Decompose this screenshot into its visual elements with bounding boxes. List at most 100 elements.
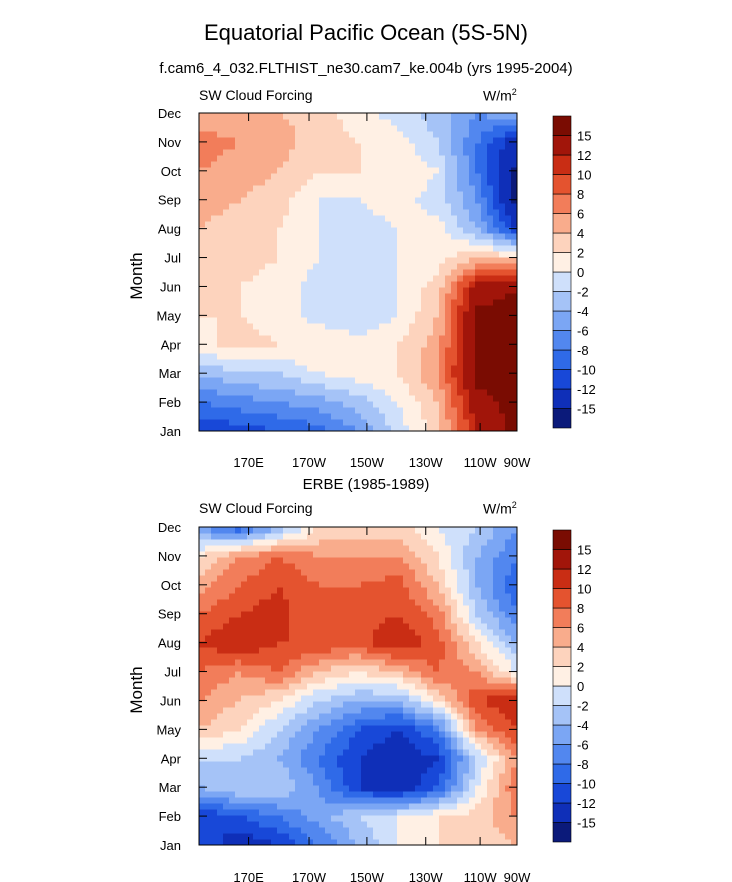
heatmap-cell [427,287,434,294]
heatmap-cell [289,131,296,138]
heatmap-cell [427,665,434,672]
heatmap-cell [505,743,512,750]
heatmap-cell [271,833,278,840]
heatmap-cell [253,209,260,216]
heatmap-cell [385,149,392,156]
heatmap-cell [505,215,512,222]
heatmap-cell [421,647,428,654]
heatmap-cell [337,299,344,306]
heatmap-cell [205,341,212,348]
heatmap-cell [385,113,392,120]
heatmap-cell [391,191,398,198]
heatmap-cell [427,323,434,330]
heatmap-cell [217,605,224,612]
heatmap-cell [439,407,446,414]
heatmap-cell [397,683,404,690]
heatmap-cell [259,815,266,822]
heatmap-cell [199,659,206,666]
heatmap-cell [409,695,416,702]
heatmap-cell [241,197,248,204]
heatmap-cell [487,215,494,222]
heatmap-cell [223,353,230,360]
heatmap-cell [247,695,254,702]
heatmap-cell [511,191,518,198]
heatmap-cell [415,827,422,834]
heatmap-cell [331,341,338,348]
heatmap-cell [277,779,284,786]
heatmap-cell [451,113,458,120]
heatmap-cell [475,143,482,150]
heatmap-cell [289,383,296,390]
heatmap-cell [451,791,458,798]
heatmap-cell [391,677,398,684]
heatmap-cell [349,653,356,660]
heatmap-cell [493,167,500,174]
heatmap-cell [277,323,284,330]
heatmap-cell [463,371,470,378]
heatmap-cell [277,353,284,360]
heatmap-cell [403,737,410,744]
heatmap-cell [451,341,458,348]
heatmap-cell [469,341,476,348]
heatmap-cell [493,281,500,288]
heatmap-cell [493,233,500,240]
heatmap-cell [247,395,254,402]
heatmap-cell [421,311,428,318]
heatmap-cell [487,245,494,252]
heatmap-cell [439,155,446,162]
heatmap-cell [439,215,446,222]
heatmap-cell [463,287,470,294]
heatmap-cell [373,161,380,168]
heatmap-cell [253,347,260,354]
heatmap-cell [259,671,266,678]
heatmap-cell [259,413,266,420]
heatmap-cell [199,791,206,798]
heatmap-cell [307,257,314,264]
heatmap-cell [307,653,314,660]
heatmap-cell [295,125,302,132]
heatmap-cell [283,155,290,162]
heatmap-cell [427,185,434,192]
heatmap-cell [235,737,242,744]
heatmap-cell [289,617,296,624]
heatmap-cell [349,329,356,336]
heatmap-cell [355,665,362,672]
heatmap-cell [319,425,326,432]
heatmap-cell [295,713,302,720]
heatmap-cell [391,821,398,828]
heatmap-cell [337,827,344,834]
heatmap-cell [361,227,368,234]
heatmap-cell [343,779,350,786]
heatmap-cell [379,143,386,150]
heatmap-cell [223,119,230,126]
heatmap-cell [349,149,356,156]
heatmap-cell [289,119,296,126]
heatmap-cell [481,353,488,360]
heatmap-cell [397,353,404,360]
heatmap-cell [265,401,272,408]
heatmap-cell [409,335,416,342]
heatmap-cell [493,425,500,432]
heatmap-cell [247,635,254,642]
heatmap-cell [367,317,374,324]
heatmap-cell [379,179,386,186]
heatmap-cell [271,623,278,630]
heatmap-cell [463,317,470,324]
heatmap-cell [391,341,398,348]
heatmap-cell [403,263,410,270]
heatmap-cell [259,641,266,648]
heatmap-cell [307,659,314,666]
heatmap-cell [499,833,506,840]
heatmap-cell [457,353,464,360]
heatmap-cell [241,155,248,162]
heatmap-cell [511,419,518,426]
heatmap-cell [493,749,500,756]
heatmap-cell [445,335,452,342]
heatmap-cell [241,809,248,816]
heatmap-cell [301,119,308,126]
heatmap-cell [265,263,272,270]
heatmap-cell [505,665,512,672]
heatmap-cell [451,353,458,360]
heatmap-cell [415,785,422,792]
heatmap-cell [481,743,488,750]
